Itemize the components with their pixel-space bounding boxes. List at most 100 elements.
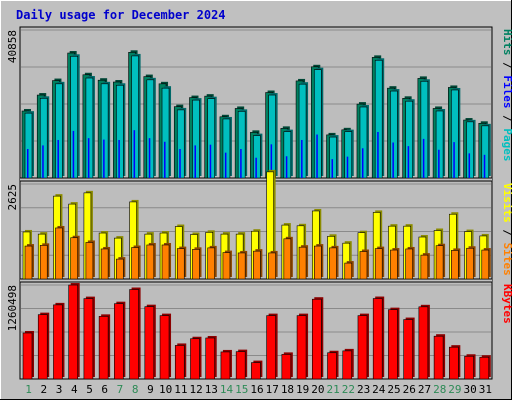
- bar-files-day-2: [42, 145, 44, 178]
- chart-panels: 40858 Hits / Files / Pages 2625 Visits / Si…: [6, 29, 512, 380]
- bar-sites-day-30: [466, 247, 474, 280]
- legend-separator: /: [501, 223, 512, 243]
- bar-kbytes-day-13: [205, 337, 216, 380]
- bar-kbytes-day-22: [342, 350, 353, 380]
- bar-files-day-16: [255, 157, 257, 178]
- day-label-24: 24: [372, 383, 386, 396]
- bar-files-day-28: [438, 149, 440, 178]
- bar-sites-day-14: [222, 252, 231, 280]
- legend-separator: /: [501, 56, 512, 76]
- day-label-16: 16: [250, 383, 263, 396]
- bar-files-day-8: [133, 130, 136, 178]
- bar-sites-day-4: [70, 237, 78, 280]
- day-label-30: 30: [464, 383, 477, 396]
- bar-files-day-3: [57, 139, 59, 178]
- bar-kbytes-day-23: [357, 315, 368, 380]
- bar-files-day-1: [27, 149, 29, 178]
- bar-kbytes-day-24: [372, 298, 383, 380]
- panel-visitors: 2625 Visits / Sites: [6, 169, 512, 280]
- bar-sites-day-19: [298, 246, 307, 280]
- panel-requests: 40858 Hits / Files / Pages: [6, 29, 512, 179]
- side-legend-requests: Hits / Files / Pages: [501, 29, 512, 162]
- chart-title: Daily usage for December 2024: [16, 8, 226, 22]
- day-label-8: 8: [132, 383, 139, 396]
- max-label-requests: 40858: [6, 30, 19, 63]
- bar-sites-day-20: [313, 245, 322, 280]
- bar-kbytes-day-10: [159, 315, 170, 380]
- bar-files-day-18: [285, 156, 288, 178]
- bar-files-day-20: [316, 134, 318, 178]
- day-label-27: 27: [418, 383, 431, 396]
- bar-kbytes-day-7: [114, 303, 124, 380]
- bar-files-day-12: [194, 145, 196, 178]
- day-label-1: 1: [25, 383, 32, 396]
- day-label-6: 6: [101, 383, 108, 396]
- bar-sites-day-24: [374, 248, 383, 280]
- bar-files-day-19: [301, 139, 303, 178]
- side-legend-visitors: Visits / Sites: [501, 183, 512, 276]
- bar-kbytes-day-17: [266, 315, 276, 380]
- bar-sites-day-28: [435, 245, 444, 280]
- day-label-28: 28: [433, 383, 446, 396]
- day-label-11: 11: [174, 383, 187, 396]
- day-label-29: 29: [448, 383, 461, 396]
- bar-sites-day-13: [207, 247, 216, 280]
- bar-kbytes-day-5: [83, 298, 94, 380]
- day-label-5: 5: [86, 383, 93, 396]
- bar-files-day-4: [72, 130, 75, 178]
- bar-sites-day-6: [100, 248, 109, 280]
- day-label-10: 10: [159, 383, 172, 396]
- bar-kbytes-day-21: [327, 352, 337, 380]
- bar-files-day-23: [361, 148, 364, 178]
- day-label-12: 12: [189, 383, 202, 396]
- x-axis-day-labels: 1 2 3 4 5 6 7 8 9 10 11 12 13 14 15 16 17 18 19 20 21 22 23 24 2…: [25, 383, 492, 396]
- bar-sites-day-25: [390, 249, 398, 280]
- bar-files-day-21: [331, 159, 334, 178]
- bar-sites-day-29: [451, 250, 459, 280]
- day-label-31: 31: [479, 383, 492, 396]
- day-label-13: 13: [205, 383, 218, 396]
- day-label-15: 15: [235, 383, 248, 396]
- bar-kbytes-day-8: [129, 289, 139, 380]
- day-label-3: 3: [56, 383, 63, 396]
- day-label-4: 4: [71, 383, 78, 396]
- bar-kbytes-day-1: [22, 332, 33, 380]
- bar-kbytes-day-26: [403, 319, 413, 380]
- bar-kbytes-day-20: [311, 298, 322, 380]
- bar-sites-day-9: [146, 244, 155, 280]
- bar-kbytes-day-28: [433, 335, 444, 380]
- bar-files-day-9: [148, 138, 151, 178]
- legend-visits: Visits: [501, 183, 512, 223]
- max-label-kbytes: 1260498: [6, 285, 19, 331]
- bar-sites-day-10: [161, 244, 170, 280]
- bar-files-day-10: [164, 141, 166, 178]
- bar-sites-day-3: [55, 227, 63, 280]
- panel-kbytes: 1260498 KBytes: [6, 283, 512, 380]
- bar-sites-day-21: [329, 247, 337, 280]
- bar-files-day-14: [224, 152, 227, 178]
- bar-sites-day-31: [481, 249, 490, 280]
- bar-sites-day-17: [268, 252, 276, 280]
- day-label-25: 25: [387, 383, 400, 396]
- bar-sites-day-23: [359, 251, 368, 280]
- day-label-19: 19: [296, 383, 309, 396]
- bar-files-day-29: [453, 142, 455, 178]
- bar-sites-day-11: [176, 248, 185, 280]
- legend-separator: /: [501, 109, 512, 129]
- bar-sites-day-8: [131, 247, 139, 280]
- bar-kbytes-day-9: [144, 306, 155, 380]
- bar-sites-day-26: [405, 248, 413, 280]
- bar-sites-day-5: [85, 242, 94, 280]
- side-legend-kbytes: KBytes: [501, 284, 512, 324]
- bar-kbytes-day-6: [98, 316, 109, 380]
- panel-separator-2: [20, 279, 492, 282]
- bar-files-day-22: [346, 156, 349, 178]
- day-label-18: 18: [281, 383, 294, 396]
- bar-kbytes-day-30: [464, 355, 474, 380]
- day-label-2: 2: [41, 383, 48, 396]
- bar-files-day-31: [483, 154, 486, 178]
- bar-kbytes-day-12: [190, 338, 200, 380]
- bar-kbytes-day-31: [479, 356, 490, 380]
- bar-kbytes-day-27: [418, 306, 429, 380]
- bar-kbytes-day-11: [174, 345, 185, 380]
